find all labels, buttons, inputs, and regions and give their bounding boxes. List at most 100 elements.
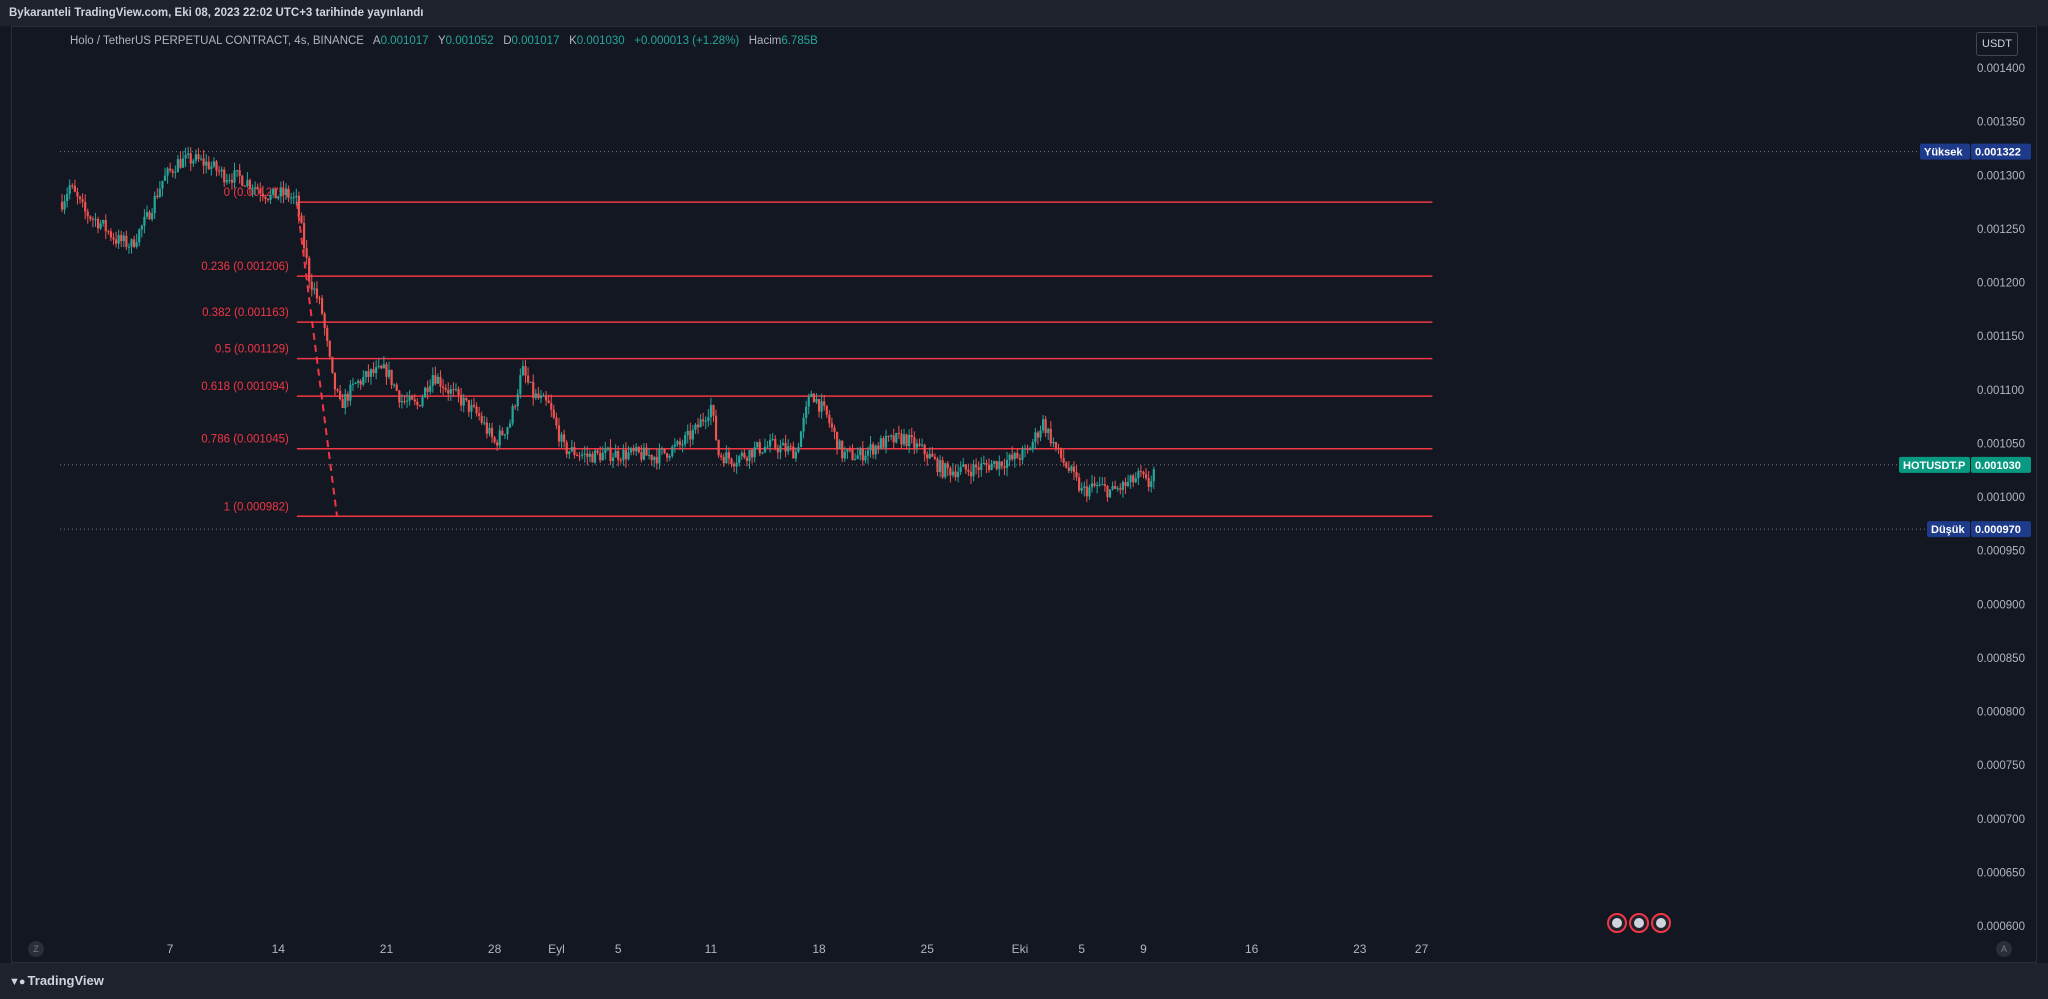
candle	[993, 461, 996, 464]
candle	[622, 450, 625, 461]
candle	[609, 447, 612, 462]
candle	[890, 435, 893, 437]
candle	[954, 471, 957, 478]
candle	[143, 216, 146, 226]
zoom-reset-button[interactable]: Z	[28, 941, 44, 957]
candle	[1013, 452, 1016, 460]
candle	[181, 158, 185, 168]
candle	[127, 246, 131, 248]
candle	[797, 447, 800, 452]
candle	[859, 448, 862, 456]
candle	[375, 367, 378, 374]
candle	[542, 395, 545, 397]
candle	[923, 444, 926, 455]
candle	[771, 438, 774, 440]
candle	[1144, 474, 1148, 479]
candle	[519, 375, 522, 395]
candle	[975, 464, 978, 468]
marker-label-box	[1927, 521, 1970, 538]
candle	[774, 438, 777, 448]
symbol-name[interactable]: Holo / TetherUS PERPETUAL CONTRACT, 4s, …	[70, 35, 364, 47]
currency-button[interactable]: USDT	[1976, 32, 2018, 56]
candle	[995, 461, 998, 470]
auto-scale-button[interactable]: A	[1996, 941, 2012, 957]
candle	[223, 169, 226, 183]
candle	[274, 188, 277, 199]
candle	[1070, 466, 1073, 471]
close-value: 0.001030	[576, 35, 625, 47]
candle	[526, 375, 530, 383]
candle	[506, 427, 509, 435]
candle	[243, 185, 246, 187]
brand-name: TradingView	[27, 973, 104, 988]
candle	[122, 235, 125, 242]
candle	[341, 399, 344, 409]
candle	[604, 449, 607, 453]
candle	[802, 417, 805, 432]
event-flag-icon-inner	[1612, 918, 1622, 928]
chart-frame[interactable]	[11, 26, 2037, 963]
candle	[475, 406, 478, 414]
candle	[465, 397, 468, 401]
candle	[423, 387, 427, 398]
candle	[166, 168, 169, 176]
candle	[256, 187, 259, 190]
candle	[897, 433, 900, 435]
x-tick-label: 14	[272, 942, 286, 956]
candle	[671, 446, 674, 456]
event-flag-icon-inner	[1656, 918, 1666, 928]
candle	[1005, 459, 1009, 468]
tradingview-logo[interactable]: ▼● TradingView	[9, 973, 104, 988]
candle	[946, 463, 949, 469]
y-tick-label: 0.000900	[1977, 599, 2025, 611]
candle	[292, 197, 295, 199]
fib-trend-line[interactable]	[295, 201, 339, 517]
candle	[915, 443, 918, 448]
fib-level-label: 0.5 (0.001129)	[215, 344, 289, 356]
candle	[81, 199, 84, 202]
candle	[431, 375, 434, 386]
candle	[377, 365, 380, 368]
marker-label: Yüksek	[1924, 147, 1963, 159]
candle	[153, 195, 156, 214]
candle	[117, 235, 120, 244]
x-tick-label: 21	[380, 942, 394, 956]
candle	[68, 185, 71, 194]
candle	[678, 441, 682, 445]
candle	[1098, 484, 1101, 486]
candle	[838, 440, 841, 449]
candle	[648, 454, 651, 456]
candle	[699, 419, 702, 428]
candle	[447, 389, 450, 394]
marker-value: 0.001322	[1975, 147, 2021, 159]
candle	[820, 401, 823, 412]
candle	[207, 161, 210, 170]
candle	[534, 393, 537, 398]
candle	[336, 389, 339, 391]
candle	[1026, 448, 1029, 450]
marker-label: HOTUSDT.P	[1903, 460, 1965, 472]
candle	[879, 438, 882, 449]
candle	[761, 452, 764, 454]
candle	[601, 452, 604, 461]
candle	[269, 194, 272, 200]
candle	[516, 394, 519, 407]
candle	[387, 369, 391, 377]
candle	[521, 366, 525, 376]
candle	[666, 453, 669, 458]
candle	[529, 381, 532, 383]
candle	[614, 450, 617, 458]
candle	[89, 216, 92, 219]
candle	[895, 433, 898, 443]
candle	[470, 404, 473, 412]
candle	[781, 443, 785, 446]
candle	[884, 435, 888, 448]
candle	[109, 231, 113, 238]
candle	[156, 195, 159, 198]
candle	[194, 154, 197, 161]
candle	[944, 463, 947, 478]
candle	[964, 464, 967, 470]
candle	[843, 451, 846, 459]
candle	[985, 462, 988, 465]
